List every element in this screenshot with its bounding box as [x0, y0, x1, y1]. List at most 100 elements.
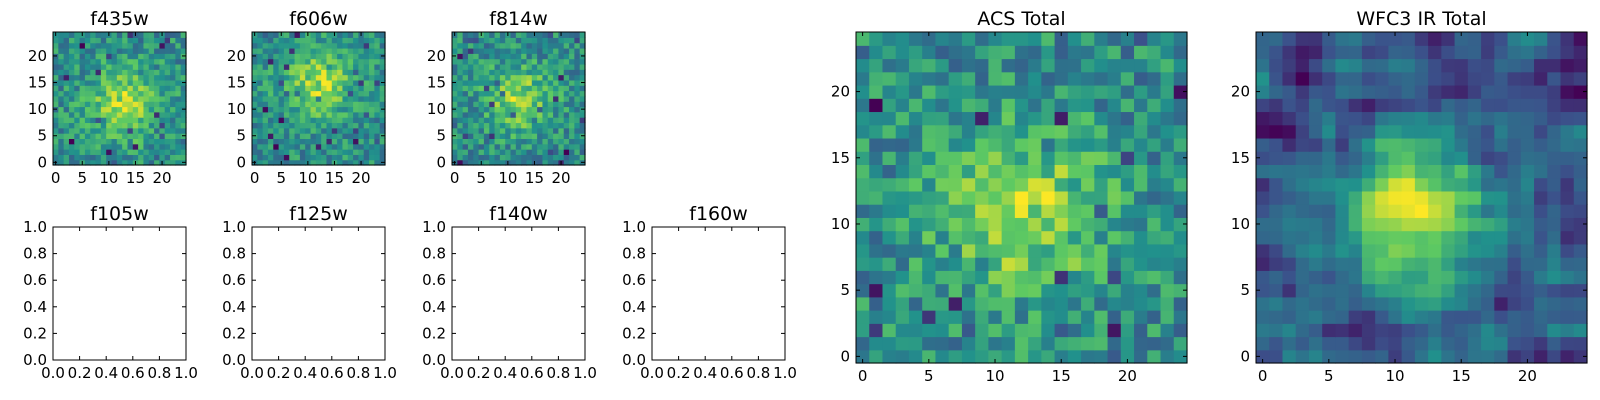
heatmap-cell: [1401, 204, 1416, 218]
heatmap-cell: [961, 177, 976, 192]
heatmap-cell: [1054, 151, 1069, 165]
heatmap-cell: [289, 53, 296, 60]
heatmap-cell: [1361, 164, 1376, 179]
heatmap-cell: [138, 47, 145, 54]
heatmap-cell: [988, 257, 1003, 271]
heatmap-cell: [116, 63, 123, 70]
heatmap-cell: [95, 37, 102, 44]
heatmap-cell: [1014, 151, 1029, 165]
heatmap-cell: [1041, 270, 1056, 285]
heatmap-cell: [175, 95, 182, 102]
heatmap-cell: [1028, 58, 1042, 73]
x-tick-label: 0.0: [640, 364, 664, 382]
heatmap-cell: [1441, 243, 1456, 258]
heatmap-cell: [1269, 32, 1284, 46]
heatmap-cell: [1001, 190, 1016, 205]
heatmap-cell: [1322, 111, 1337, 126]
heatmap-cell: [369, 159, 375, 166]
y-tick-label: 1.0: [23, 218, 47, 236]
heatmap-cell: [988, 151, 1003, 165]
heatmap-cell: [305, 79, 312, 86]
heatmap-cell: [856, 45, 870, 60]
heatmap-cell: [1094, 71, 1109, 86]
heatmap-cell: [299, 138, 306, 145]
heatmap-cell: [1388, 217, 1403, 232]
heatmap-cell: [1428, 336, 1442, 351]
heatmap-cell: [111, 159, 118, 166]
heatmap-cell: [574, 53, 581, 60]
heatmap-cell: [331, 53, 338, 60]
heatmap-cell: [1028, 190, 1042, 205]
heatmap-cell: [342, 79, 349, 86]
heatmap-cell: [116, 127, 123, 134]
heatmap-cell: [579, 90, 586, 97]
heatmap-cell: [478, 74, 485, 81]
heatmap-cell: [95, 74, 102, 81]
heatmap-cells: [856, 32, 1188, 364]
heatmap-cell: [310, 37, 317, 44]
heatmap-cell: [547, 90, 554, 97]
heatmap-cell: [262, 58, 269, 65]
heatmap-cell: [547, 95, 554, 102]
heatmap-cell: [1401, 58, 1416, 73]
heatmap-cell: [1335, 336, 1350, 351]
heatmap-cell: [1335, 84, 1350, 99]
heatmap-cell: [922, 124, 937, 139]
heatmap-cell: [961, 98, 976, 113]
heatmap-cell: [1467, 230, 1482, 245]
heatmap-cell: [262, 101, 269, 108]
heatmap-cell: [257, 58, 264, 65]
heatmap-cell: [1001, 243, 1016, 258]
heatmap-cell: [856, 217, 870, 232]
heatmap-cell: [1269, 257, 1284, 271]
x-axis: 0.0 0.2 0.4 0.6 0.8 1.0: [440, 227, 597, 382]
heatmap-cell: [1507, 84, 1522, 99]
heatmap-cell: [353, 42, 359, 49]
y-tick-label: 0.8: [622, 245, 646, 263]
heatmap-cell: [116, 138, 123, 145]
heatmap-cell: [526, 47, 533, 54]
heatmap-cell: [369, 32, 375, 38]
heatmap-cell: [521, 53, 528, 60]
heatmap-cell: [84, 117, 91, 124]
heatmap-cell: [132, 47, 139, 54]
heatmap-cell: [1348, 45, 1363, 60]
heatmap-cell: [975, 164, 989, 179]
heatmap-cell: [1147, 58, 1162, 73]
heatmap-cell: [1054, 336, 1069, 351]
heatmap-cell: [975, 84, 989, 99]
heatmap-cell: [138, 53, 145, 60]
heatmap-cell: [310, 85, 317, 92]
heatmap-cell: [531, 79, 538, 86]
heatmap-cell: [154, 95, 160, 102]
heatmap-cell: [1107, 111, 1122, 126]
heatmap-cell: [79, 111, 86, 118]
heatmap-cell: [347, 149, 354, 155]
heatmap-cell: [252, 127, 258, 134]
heatmap-cell: [1081, 137, 1095, 152]
heatmap-cell: [84, 79, 91, 86]
heatmap-cell: [84, 159, 91, 166]
heatmap-cell: [1547, 336, 1562, 351]
heatmap-cell: [68, 111, 75, 118]
heatmap-cell: [1520, 310, 1535, 324]
heatmap-cell: [882, 296, 897, 311]
heatmap-cell: [1414, 204, 1429, 218]
heatmap-cell: [164, 133, 171, 139]
heatmap-cell: [58, 143, 65, 150]
heatmap-cell: [1560, 111, 1575, 126]
heatmap-cell: [95, 111, 102, 118]
heatmap-cell: [342, 143, 349, 150]
heatmap-cell: [563, 47, 570, 54]
heatmap-cell: [374, 143, 381, 150]
heatmap-cell: [457, 69, 464, 76]
heatmap-cell: [1256, 45, 1270, 60]
heatmap-cell: [1507, 98, 1522, 113]
heatmap-cell: [1520, 217, 1535, 232]
heatmap-cell: [299, 101, 306, 108]
heatmap-cell: [326, 58, 333, 65]
heatmap-cell: [337, 138, 344, 145]
heatmap-cell: [1534, 111, 1548, 126]
heatmap-cell: [53, 58, 59, 65]
heatmap-cell: [948, 296, 963, 311]
